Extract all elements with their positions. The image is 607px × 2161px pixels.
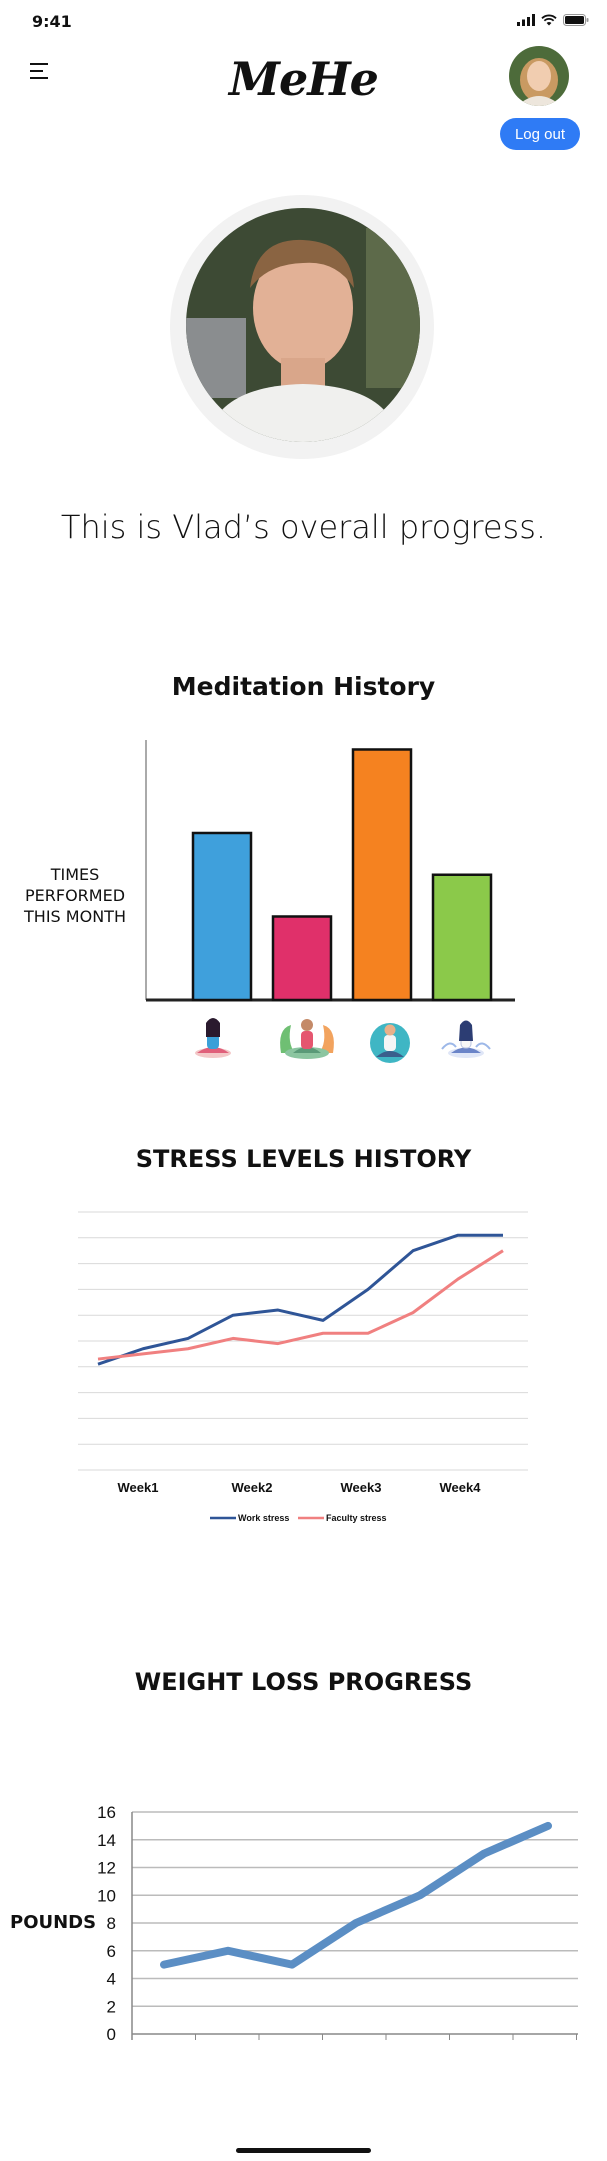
stress-gridlines <box>78 1211 528 1471</box>
legend-label: Work stress <box>238 1513 289 1523</box>
stress-series-work-stress <box>97 1233 503 1366</box>
meditation-ylabel: TIMES PERFORMED THIS MONTH <box>24 865 126 926</box>
weight-chart-title: WEIGHT LOSS PROGRESS <box>134 1668 473 1696</box>
meditation-woman-plants-icon <box>280 1019 334 1059</box>
stress-tick-label: Week1 <box>118 1480 159 1495</box>
meditation-chart <box>145 740 515 1063</box>
weight-tick-label: 12 <box>97 1859 116 1878</box>
logout-button[interactable]: Log out <box>500 118 580 150</box>
weight-tick-label: 8 <box>107 1914 116 1933</box>
signal-icon <box>517 14 535 26</box>
weight-tick-label: 6 <box>107 1942 116 1961</box>
stress-chart-title: STRESS LEVELS HISTORY <box>135 1145 472 1173</box>
battery-icon <box>563 14 589 26</box>
stress-chart: Week1 Week2 Week3 Week4 Work stress Faculty … <box>78 1211 528 1523</box>
meditation-bar-meditation-woman-plants <box>271 915 333 1002</box>
weight-tick-label: 10 <box>97 1886 116 1905</box>
home-indicator <box>236 2148 371 2153</box>
weight-tick-label: 16 <box>97 1803 116 1822</box>
weight-gridlines <box>131 1811 578 2040</box>
wifi-icon <box>541 14 557 26</box>
progress-heading: This is Vlad’s overall progress. <box>60 508 547 546</box>
stress-series-faculty-stress <box>97 1249 504 1361</box>
stress-tick-label: Week4 <box>440 1480 482 1495</box>
profile-photo <box>186 208 420 442</box>
meditation-bar-meditation-woman-2 <box>431 873 493 1002</box>
meditation-woman-2-icon <box>441 1020 491 1058</box>
user-avatar[interactable] <box>509 46 569 106</box>
weight-tick-label: 2 <box>107 1997 116 2016</box>
stress-legend: Work stress Faculty stress <box>210 1513 387 1523</box>
stress-tick-label: Week2 <box>232 1480 273 1495</box>
legend-label: Faculty stress <box>326 1513 387 1523</box>
weight-tick-label: 0 <box>107 2025 116 2044</box>
status-time: 9:41 <box>32 12 72 31</box>
meditation-woman-1-icon <box>195 1018 231 1058</box>
weight-series-line <box>160 1821 552 1969</box>
weight-tick-label: 4 <box>107 1970 116 1989</box>
weight-ylabel: POUNDS <box>10 1912 97 1933</box>
weight-tick-label: 14 <box>97 1831 116 1850</box>
meditation-bar-meditation-man <box>351 748 413 1002</box>
meditation-chart-title: Meditation History <box>171 672 436 701</box>
meditation-bar-meditation-woman-1 <box>191 831 253 1002</box>
meditation-man-icon <box>370 1023 410 1063</box>
status-icons <box>517 14 589 26</box>
menu-icon[interactable] <box>30 62 50 80</box>
stress-tick-label: Week3 <box>341 1480 382 1495</box>
app-logo: MeHe <box>229 52 379 106</box>
weight-chart: 0 2 4 6 8 10 12 14 16 <box>97 1803 578 2044</box>
